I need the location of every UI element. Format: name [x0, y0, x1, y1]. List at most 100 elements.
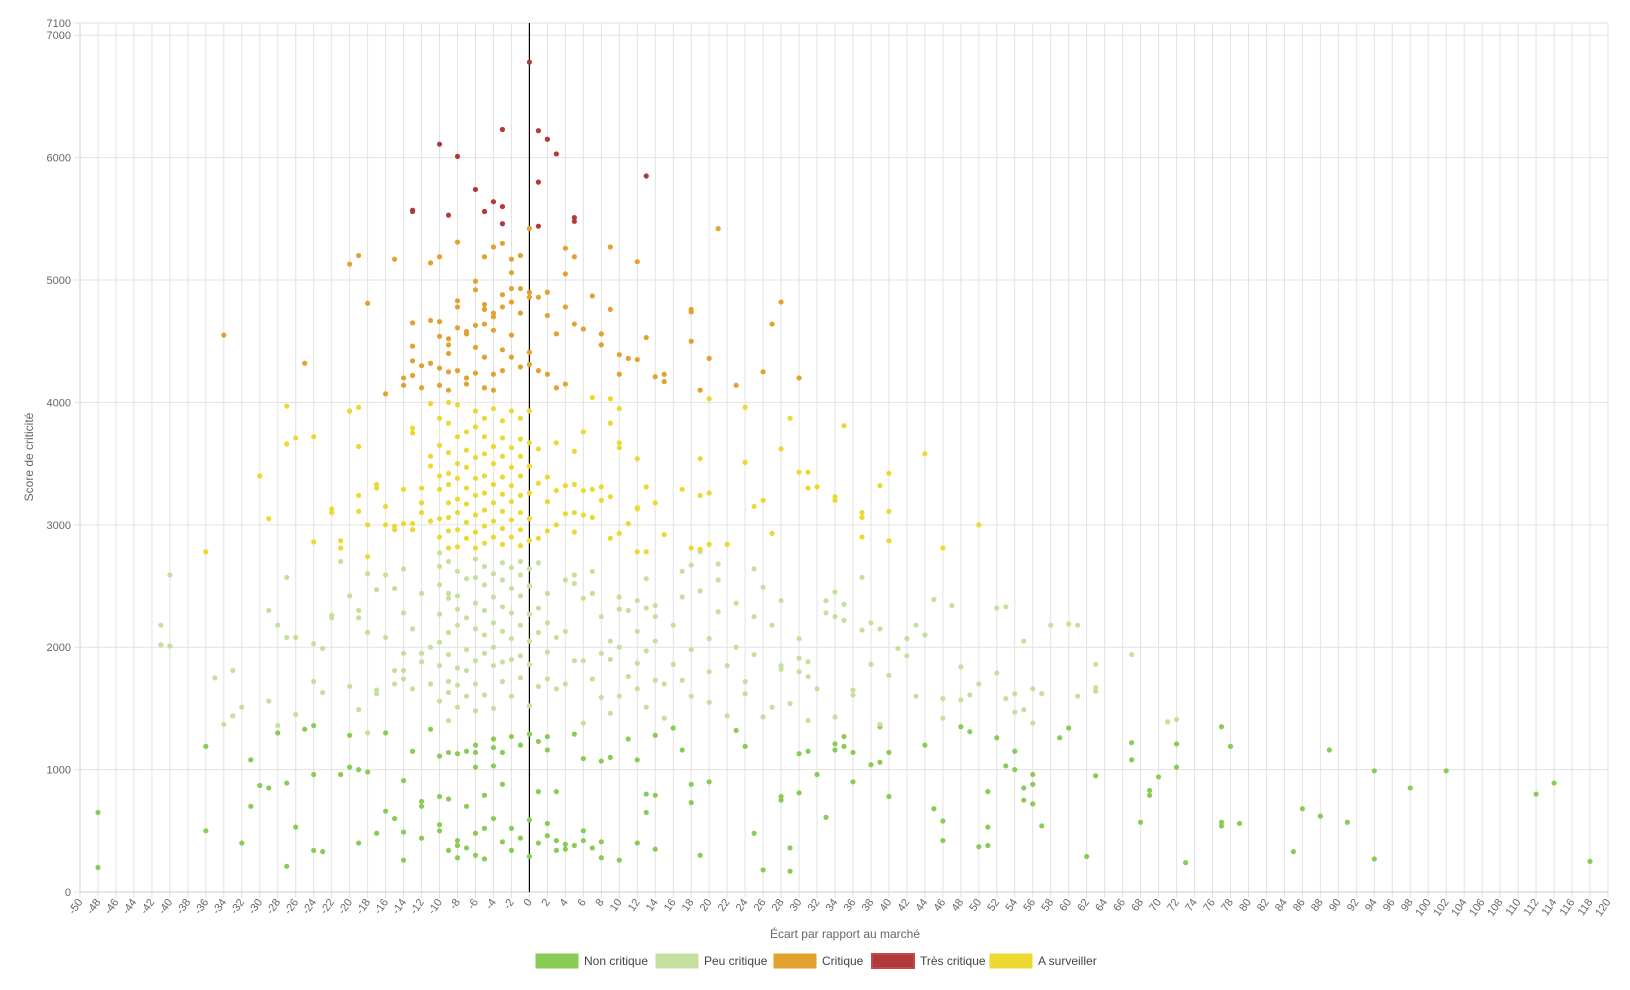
scatter-point: [526, 361, 533, 368]
scatter-point: [535, 446, 542, 452]
scatter-point: [796, 751, 802, 757]
scatter-point: [445, 342, 452, 348]
x-tick-label: 46: [931, 897, 948, 914]
scatter-point: [1066, 621, 1072, 627]
scatter-point: [463, 693, 470, 699]
x-tick-label: 58: [1039, 897, 1056, 914]
scatter-point: [95, 809, 101, 816]
scatter-point: [1407, 785, 1413, 791]
scatter-point: [1030, 686, 1036, 692]
scatter-point: [841, 601, 847, 607]
scatter-point: [562, 628, 568, 634]
scatter-point: [445, 545, 452, 551]
scatter-point: [751, 651, 757, 658]
scatter-point: [562, 846, 568, 852]
scatter-point: [383, 572, 389, 578]
scatter-point: [436, 550, 443, 556]
scatter-point: [571, 218, 577, 224]
scatter-point: [886, 749, 892, 756]
scatter-point: [877, 759, 883, 765]
x-tick-label: 30: [788, 897, 805, 914]
scatter-point: [1533, 791, 1539, 797]
scatter-point: [454, 496, 461, 502]
scatter-point: [517, 310, 524, 316]
scatter-point: [320, 849, 326, 855]
x-tick-label: 12: [626, 897, 643, 914]
scatter-point: [688, 800, 694, 806]
scatter-point: [454, 704, 461, 710]
scatter-point: [706, 355, 712, 361]
scatter-point: [490, 199, 497, 205]
scatter-point: [508, 332, 515, 338]
scatter-point: [652, 374, 658, 380]
scatter-point: [472, 454, 479, 461]
scatter-point: [616, 352, 622, 358]
scatter-point: [427, 401, 434, 407]
scatter-point: [472, 742, 479, 748]
scatter-point: [976, 522, 982, 528]
scatter-point: [347, 732, 353, 738]
scatter-point: [580, 828, 586, 834]
scatter-point: [661, 715, 667, 721]
scatter-point: [239, 704, 245, 710]
scatter-point: [311, 434, 317, 440]
scatter-point: [499, 678, 506, 685]
scatter-point: [463, 576, 470, 582]
scatter-point: [481, 650, 488, 656]
scatter-point: [391, 585, 398, 592]
y-tick-label: 3000: [47, 520, 71, 532]
scatter-point: [445, 212, 452, 218]
scatter-point: [490, 736, 497, 742]
scatter-point: [697, 588, 703, 594]
scatter-point: [383, 808, 389, 814]
series-4: [203, 394, 982, 560]
scatter-point: [436, 753, 443, 759]
scatter-point: [1155, 774, 1162, 780]
scatter-point: [275, 722, 281, 729]
scatter-point: [347, 261, 353, 267]
scatter-point: [374, 830, 380, 836]
scatter-point: [517, 835, 524, 841]
x-tick-label: 88: [1309, 897, 1326, 914]
scatter-point: [391, 681, 398, 687]
legend-item: A surveiller: [989, 953, 1097, 969]
y-tick-label: 4000: [47, 397, 71, 409]
scatter-point: [607, 656, 613, 663]
scatter-point: [418, 509, 425, 516]
legend-item: Peu critique: [655, 953, 768, 969]
scatter-point: [661, 532, 667, 538]
scatter-point: [544, 528, 550, 534]
legend-label: Très critique: [920, 954, 986, 968]
x-tick-label: 76: [1201, 897, 1218, 914]
scatter-point: [356, 443, 362, 450]
scatter-point: [445, 629, 452, 636]
scatter-point: [715, 561, 721, 567]
scatter-point: [616, 530, 622, 536]
scatter-point: [652, 500, 658, 506]
x-tick-label: 36: [842, 897, 859, 914]
scatter-point: [499, 453, 506, 459]
scatter-point: [778, 793, 784, 800]
scatter-point: [688, 781, 694, 787]
scatter-point: [329, 615, 335, 621]
scatter-point: [625, 520, 631, 527]
x-tick-label: 16: [662, 897, 679, 914]
scatter-point: [418, 385, 425, 391]
x-tick-label: 32: [806, 897, 823, 914]
legend-label: A surveiller: [1038, 954, 1097, 968]
scatter-point: [985, 824, 991, 830]
scatter-point: [733, 727, 739, 734]
scatter-point: [436, 534, 443, 540]
scatter-point: [724, 713, 730, 719]
scatter-point: [311, 771, 317, 778]
x-tick-label: 60: [1057, 897, 1074, 914]
scatter-point: [859, 534, 865, 540]
scatter-point: [454, 593, 461, 599]
scatter-point: [517, 572, 524, 578]
scatter-point: [1012, 767, 1018, 773]
scatter-point: [1551, 780, 1557, 786]
scatter-point: [994, 670, 1000, 676]
x-tick-label: 80: [1237, 897, 1254, 914]
scatter-point: [445, 847, 452, 853]
scatter-point: [994, 605, 1000, 611]
